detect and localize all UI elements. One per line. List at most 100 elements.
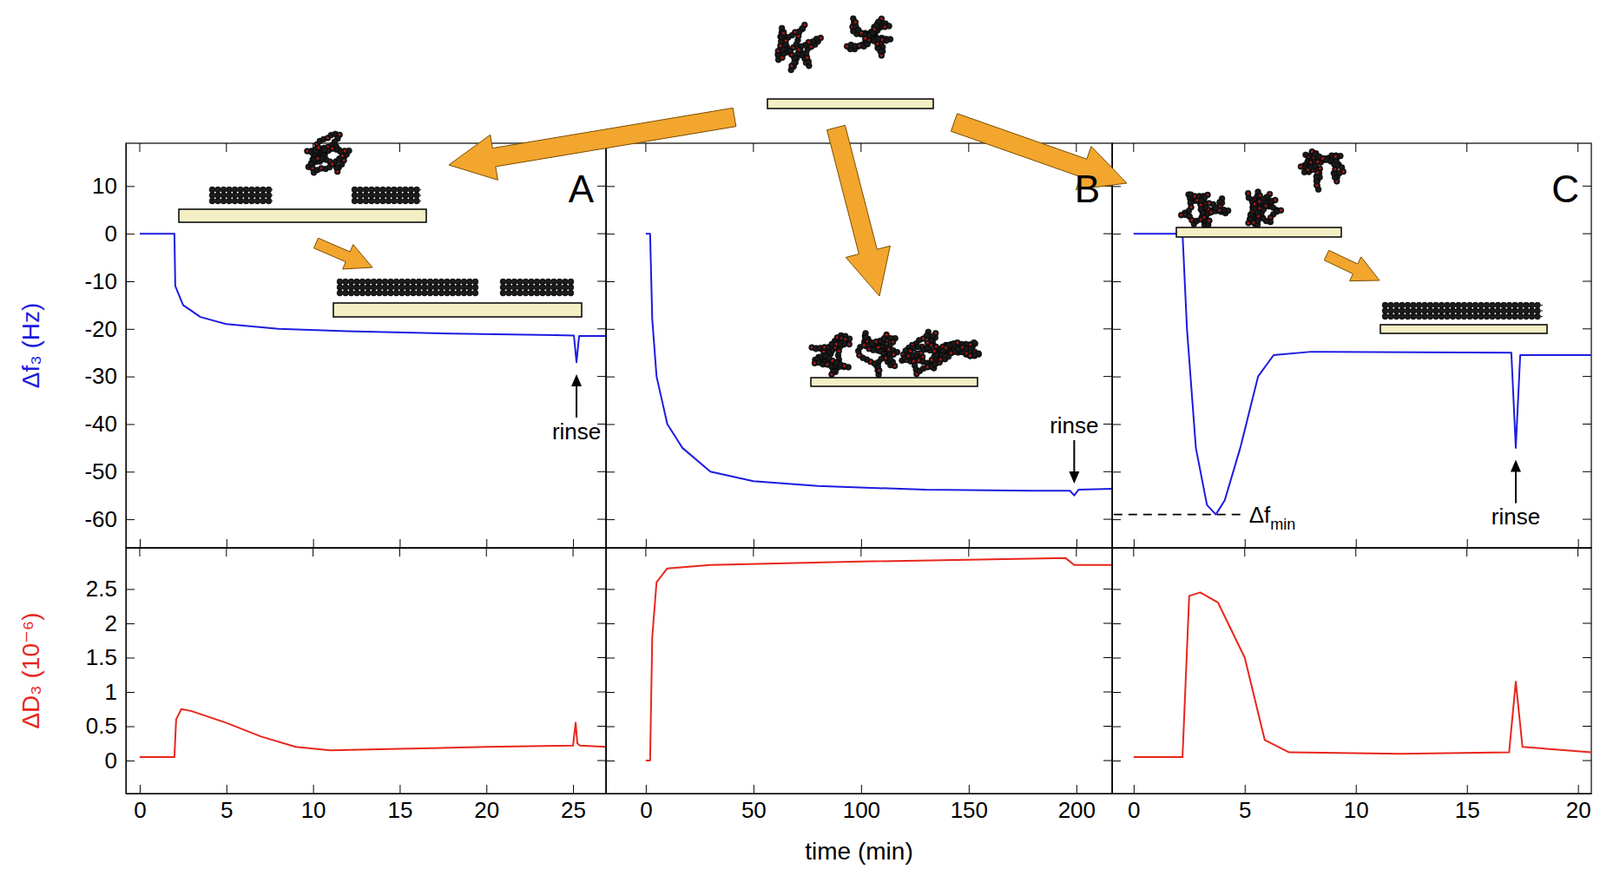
adsorbed-layer — [209, 186, 273, 205]
y-tick-mark — [1112, 471, 1121, 473]
y-tick — [1112, 623, 1121, 625]
y-tick-label: 10 — [92, 172, 118, 199]
bead-charge — [341, 154, 344, 158]
polymer-coil — [843, 15, 894, 59]
arrow-head — [571, 374, 582, 387]
x-tick-mark — [1578, 539, 1580, 548]
x-tick-mark-top — [399, 143, 401, 152]
panel: 050100150200 — [605, 547, 1113, 824]
bead-charge — [933, 349, 936, 353]
bead-charge — [836, 335, 839, 339]
bead-charge — [1206, 193, 1210, 197]
x-tick-mark — [1244, 784, 1246, 794]
bead-charge — [1336, 180, 1339, 184]
bead-charge — [1334, 168, 1337, 172]
y-tick-mark-right — [597, 328, 606, 330]
bead-charge — [880, 54, 883, 58]
x-tick: 0 — [1127, 784, 1140, 824]
bead-charge — [1334, 155, 1337, 159]
y-tick-label: 0 — [105, 220, 118, 247]
x-tick — [1356, 539, 1357, 548]
bead — [780, 30, 787, 37]
bead-charge — [306, 150, 310, 153]
chain — [339, 281, 477, 283]
y-tick — [1112, 185, 1121, 187]
x-tick-mark — [1076, 784, 1078, 794]
panel-letter: B — [1074, 167, 1100, 211]
x-tick-mark-top — [1132, 547, 1134, 557]
bead-charge — [826, 363, 830, 367]
y-axis — [1112, 548, 1121, 795]
panel — [1112, 143, 1593, 549]
bead-charge — [920, 351, 923, 355]
y-tick-mark-right — [1103, 280, 1113, 282]
y-tick — [1112, 519, 1121, 521]
y-tick — [1112, 233, 1121, 235]
bead-charge — [915, 372, 919, 376]
x-tick-mark — [1133, 784, 1135, 794]
x-tick-mark-top — [486, 547, 488, 557]
y-tick-mark-right — [1103, 725, 1113, 727]
x-tick-mark-top — [752, 547, 754, 557]
bead-charge — [1268, 192, 1271, 196]
x-tick: 15 — [387, 784, 413, 824]
x-axis: 0510152025 — [126, 784, 607, 824]
chain — [502, 286, 574, 288]
plot-frame — [125, 547, 606, 794]
bead-charge — [939, 358, 942, 362]
x-tick-mark — [1356, 539, 1357, 548]
bead-charge — [1208, 219, 1212, 223]
bead-charge — [863, 37, 867, 40]
y-axis-title: ΔD₃ (10⁻⁶) — [17, 612, 45, 729]
y-tick-mark — [125, 623, 135, 625]
bead-charge — [776, 50, 780, 53]
bead-charge — [837, 349, 841, 353]
y-tick — [605, 376, 615, 378]
x-tick: 0 — [639, 784, 652, 824]
bead-charge — [1258, 194, 1262, 198]
x-tick-mark — [1244, 539, 1246, 548]
x-tick-label: 5 — [220, 796, 233, 824]
x-tick-label: 15 — [387, 796, 413, 824]
y-axis-line — [605, 548, 607, 795]
y-tick — [605, 329, 615, 330]
y-tick: -40 — [84, 410, 135, 437]
x-tick — [1076, 539, 1078, 548]
bead-charge — [1196, 198, 1199, 202]
y-tick: 2.5 — [85, 575, 135, 602]
x-tick-mark-top — [1577, 547, 1579, 557]
x-tick-mark-top — [752, 143, 754, 152]
y-tick-mark-right — [1103, 760, 1113, 762]
bead-charge — [343, 150, 347, 153]
y-tick: 0 — [105, 220, 135, 247]
x-tick-mark-top — [1577, 143, 1579, 152]
bead-charge — [790, 64, 794, 67]
x-tick-mark — [1467, 539, 1469, 548]
bead-charge — [338, 133, 342, 137]
x-tick-mark — [753, 784, 755, 794]
y-tick-mark — [605, 760, 615, 762]
y-tick-mark — [125, 423, 135, 425]
y-tick: 0 — [105, 747, 135, 774]
bead-charge — [961, 346, 964, 349]
schematic-arrow — [314, 237, 373, 270]
substrate — [810, 377, 978, 387]
y-tick-label: -10 — [84, 268, 118, 295]
y-tick — [1112, 726, 1121, 728]
data-line — [139, 233, 606, 363]
arrow-head — [1510, 460, 1521, 473]
x-tick-mark-top — [1132, 143, 1134, 152]
bead-charge — [1269, 216, 1272, 219]
y-tick-mark-right — [1582, 588, 1592, 590]
y-tick-mark-right — [597, 280, 606, 282]
x-tick-mark-top — [645, 143, 646, 152]
x-tick: 5 — [1238, 784, 1252, 824]
y-tick-mark-right — [597, 657, 606, 659]
y-tick-mark — [605, 657, 615, 659]
bead-charge — [317, 146, 321, 150]
bead-charge — [807, 40, 810, 44]
bead-charge — [965, 352, 968, 356]
bead-charge — [934, 332, 937, 336]
plot-area — [139, 233, 606, 363]
x-tick-label: 0 — [1127, 796, 1140, 824]
